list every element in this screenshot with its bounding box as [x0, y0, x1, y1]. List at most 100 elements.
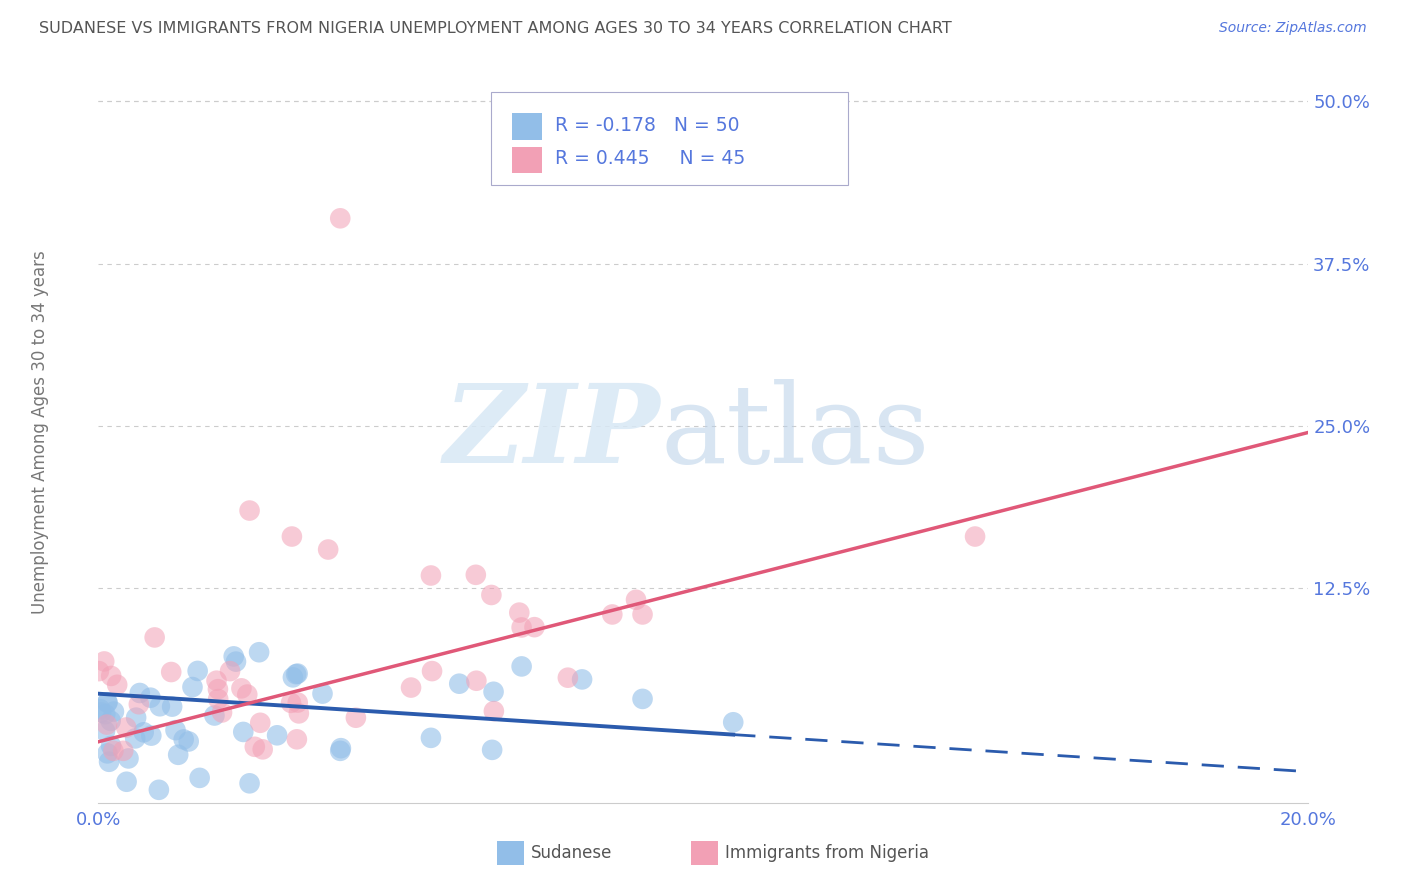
Point — [105, 678, 128, 692]
Point — [239, 503, 262, 517]
Point — [87, 664, 110, 678]
Point — [103, 744, 125, 758]
Point — [329, 744, 352, 758]
Point — [571, 673, 593, 687]
Point — [100, 739, 122, 753]
Point — [207, 692, 229, 706]
Point — [112, 744, 135, 758]
Point — [280, 696, 302, 710]
Point — [103, 705, 125, 719]
Text: Source: ZipAtlas.com: Source: ZipAtlas.com — [1219, 21, 1367, 35]
Point — [465, 673, 488, 688]
Point — [285, 667, 308, 681]
Point — [89, 702, 111, 716]
Point — [344, 711, 367, 725]
Point — [148, 782, 170, 797]
Point — [219, 664, 242, 678]
Point — [602, 607, 624, 622]
Point — [249, 715, 271, 730]
Point — [165, 723, 187, 738]
Point — [177, 734, 200, 748]
Text: R = 0.445     N = 45: R = 0.445 N = 45 — [555, 149, 745, 169]
FancyBboxPatch shape — [492, 92, 848, 185]
Point — [508, 606, 530, 620]
Point — [141, 729, 163, 743]
Point — [181, 680, 204, 694]
Point — [252, 742, 274, 756]
Point — [204, 708, 226, 723]
Point — [94, 724, 117, 739]
Point — [287, 696, 309, 710]
Point — [90, 706, 112, 720]
Point — [100, 669, 122, 683]
Point — [481, 743, 503, 757]
Text: Sudanese: Sudanese — [531, 844, 613, 863]
Point — [160, 665, 183, 679]
Bar — [498, 841, 524, 865]
Point — [329, 741, 352, 756]
Text: atlas: atlas — [661, 379, 931, 486]
Point — [128, 697, 150, 711]
Point — [631, 607, 654, 622]
Point — [281, 529, 304, 543]
Text: Immigrants from Nigeria: Immigrants from Nigeria — [724, 844, 929, 863]
Point — [143, 631, 166, 645]
Point — [482, 685, 505, 699]
Point — [510, 620, 533, 634]
Point — [965, 529, 987, 543]
Point — [399, 681, 422, 695]
Point — [247, 645, 270, 659]
Text: R = -0.178   N = 50: R = -0.178 N = 50 — [555, 116, 740, 135]
Point — [96, 695, 118, 709]
Point — [510, 659, 533, 673]
Point — [222, 649, 245, 664]
Point — [225, 655, 247, 669]
Point — [160, 699, 183, 714]
Point — [236, 688, 259, 702]
Point — [329, 211, 352, 226]
Text: Unemployment Among Ages 30 to 34 years: Unemployment Among Ages 30 to 34 years — [31, 251, 49, 615]
Point — [124, 731, 146, 746]
Point — [481, 588, 503, 602]
Point — [205, 673, 228, 688]
Point — [207, 682, 229, 697]
Point — [288, 706, 311, 721]
Point — [420, 664, 443, 678]
Point — [311, 687, 333, 701]
Point — [211, 706, 233, 720]
Text: ZIP: ZIP — [444, 379, 661, 486]
Point — [96, 717, 118, 731]
Point — [239, 776, 262, 790]
Point — [420, 731, 443, 745]
Point — [100, 714, 122, 728]
Point — [149, 699, 172, 714]
Point — [287, 666, 309, 681]
Bar — [690, 841, 717, 865]
Point — [281, 670, 304, 684]
Point — [523, 620, 546, 634]
Point — [420, 568, 443, 582]
Point — [449, 676, 471, 690]
Point — [139, 690, 162, 705]
Point — [115, 721, 138, 735]
Point — [631, 692, 654, 706]
Point — [96, 696, 118, 710]
Point — [125, 711, 148, 725]
Point — [482, 704, 505, 718]
Point — [167, 747, 190, 762]
Point — [94, 707, 117, 722]
Point — [96, 747, 118, 761]
Point — [243, 739, 266, 754]
Point — [188, 771, 211, 785]
Text: SUDANESE VS IMMIGRANTS FROM NIGERIA UNEMPLOYMENT AMONG AGES 30 TO 34 YEARS CORRE: SUDANESE VS IMMIGRANTS FROM NIGERIA UNEM… — [39, 21, 952, 36]
Point — [723, 715, 745, 730]
Point — [117, 751, 139, 765]
Point — [266, 728, 288, 742]
Point — [285, 732, 308, 747]
Bar — [512, 113, 543, 140]
Point — [128, 686, 150, 700]
Point — [115, 774, 138, 789]
Point — [231, 681, 253, 696]
Point — [187, 664, 209, 678]
Point — [557, 671, 579, 685]
